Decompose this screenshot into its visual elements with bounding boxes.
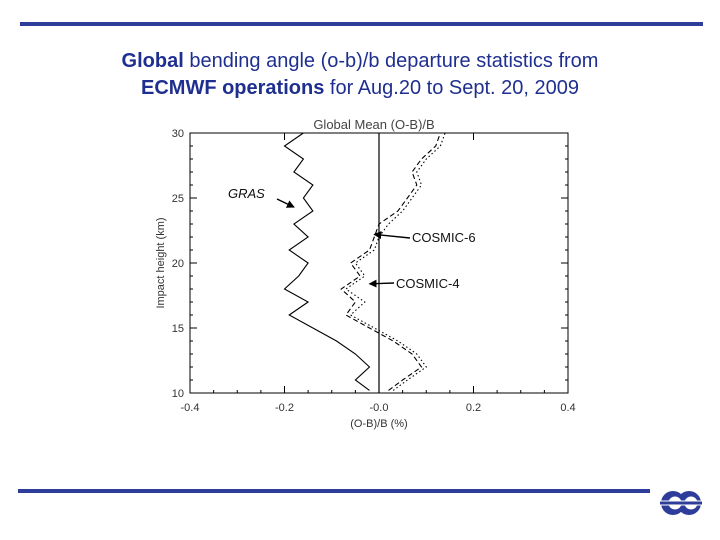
- chart-title: Global Mean (O-B)/B: [313, 117, 434, 132]
- title-line-1: bending angle (o-b)/b departure statisti…: [183, 50, 599, 72]
- y-axis-label: Impact height (km): [155, 217, 167, 308]
- annotation-arrow: [373, 231, 411, 240]
- y-tick-label: 30: [172, 128, 184, 140]
- title-bold-ecmwf: ECMWF operations: [141, 77, 325, 99]
- slide-title: Global bending angle (o-b)/b departure s…: [0, 48, 720, 102]
- x-tick-label: -0.2: [275, 402, 294, 414]
- title-bold-global: Global: [121, 50, 184, 72]
- top-rule: [20, 22, 703, 26]
- x-tick-label: -0.0: [370, 402, 389, 414]
- x-tick-label: -0.4: [181, 402, 200, 414]
- y-tick-label: 10: [172, 388, 184, 400]
- x-tick-label: 0.2: [466, 402, 481, 414]
- annotation-arrow: [368, 279, 395, 288]
- y-tick-label: 20: [172, 258, 184, 270]
- ecmwf-logo: [660, 491, 702, 515]
- annotation-label-cosmic-6: COSMIC-6: [412, 230, 476, 245]
- series-line-cosmic-6: [340, 132, 441, 391]
- y-tick-label: 15: [172, 323, 184, 335]
- annotation-label-cosmic-4: COSMIC-4: [396, 276, 460, 291]
- annotation-label-gras: GRAS: [228, 186, 265, 201]
- series-line-cosmic-4: [344, 132, 446, 391]
- series-line-gras: [283, 132, 371, 391]
- x-axis-label: (O-B)/B (%): [350, 418, 407, 430]
- bottom-rule: [18, 489, 650, 493]
- x-tick-label: 0.4: [560, 402, 575, 414]
- y-tick-label: 25: [172, 193, 184, 205]
- annotation-arrow: [276, 198, 295, 208]
- title-line-2: for Aug.20 to Sept. 20, 2009: [324, 77, 579, 99]
